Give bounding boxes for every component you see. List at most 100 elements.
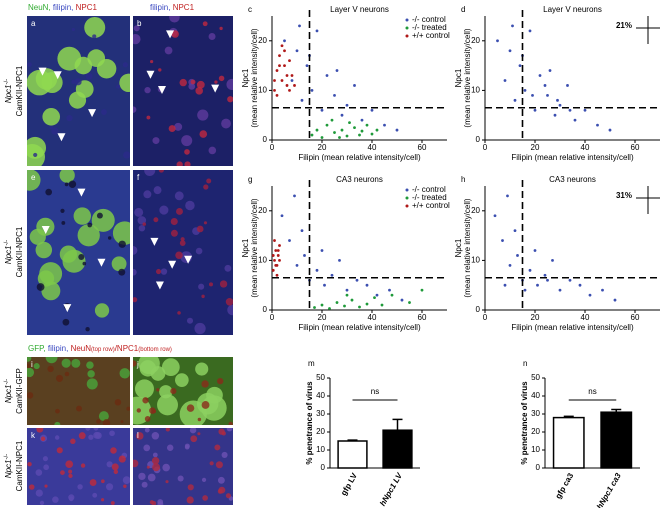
spot — [101, 109, 107, 115]
spot — [196, 80, 205, 89]
header-segment: (top row) — [91, 347, 115, 353]
spot — [171, 30, 179, 38]
scatter-point — [280, 214, 284, 218]
row-label: Npc1-/- — [4, 454, 14, 478]
scatter-point — [295, 263, 299, 267]
cell — [71, 358, 81, 368]
y-tick-label: 20 — [258, 206, 267, 215]
spot — [228, 421, 233, 425]
x-tick-label: 20 — [531, 143, 540, 152]
header-segment: filipin, — [53, 3, 73, 12]
spot — [196, 225, 204, 233]
gene: Npc1 — [4, 84, 13, 103]
cell — [52, 496, 59, 503]
genotype-sup: -/- — [4, 79, 10, 85]
scatter-point — [536, 283, 539, 287]
y-axis-label: Npc1 — [454, 68, 463, 87]
spot — [214, 444, 221, 451]
spot — [179, 240, 186, 246]
spot — [197, 432, 201, 436]
spot — [89, 479, 97, 486]
spot — [27, 62, 32, 67]
header-segment: NPC1 — [76, 3, 98, 12]
spot — [225, 297, 233, 306]
scatter-point — [568, 278, 572, 282]
spot — [195, 87, 203, 95]
y-tick-label: 20 — [471, 206, 480, 215]
legend-label: -/- treated — [412, 193, 447, 202]
spot — [144, 416, 151, 422]
cell — [27, 144, 46, 166]
micrograph: i — [27, 357, 130, 425]
scatter-point — [288, 239, 291, 242]
cell — [157, 394, 178, 416]
y-tick-label: 50 — [316, 373, 325, 382]
cell — [195, 362, 209, 376]
scatter-point — [573, 118, 577, 122]
cell — [35, 469, 43, 476]
scatter-point — [365, 123, 369, 127]
cell — [77, 224, 100, 247]
cell — [152, 452, 158, 458]
spot — [218, 428, 225, 435]
scatter-point — [273, 259, 276, 262]
scatter-point — [278, 259, 281, 262]
legend-label: +/+ control — [412, 31, 450, 40]
scatter-point — [516, 254, 519, 257]
x-tick-label: 0 — [270, 143, 275, 152]
scatter-point — [345, 288, 349, 292]
spot — [107, 236, 112, 240]
cell — [133, 25, 140, 32]
spot — [71, 79, 76, 85]
y-axis-label-sub: (mean relative intensity/cell) — [463, 28, 472, 127]
scatter-point — [523, 288, 527, 292]
cell — [198, 283, 205, 290]
scatter-point — [508, 49, 512, 53]
spot — [78, 432, 86, 440]
chart-title: CA3 neurons — [336, 175, 383, 184]
scatter-point — [513, 229, 517, 233]
spot — [62, 318, 70, 326]
y-tick-label: 10 — [258, 256, 267, 265]
spot — [146, 115, 151, 120]
micrograph: a — [27, 16, 130, 166]
micrograph: l — [133, 428, 233, 505]
scatter-point — [293, 194, 296, 198]
spot — [60, 208, 65, 214]
micrograph: b — [133, 16, 233, 166]
arrowhead — [211, 84, 220, 93]
spot — [176, 208, 183, 215]
header-segment: /NPC1 — [115, 344, 139, 353]
cell — [86, 378, 98, 390]
inset-label: 31% — [616, 191, 632, 200]
x-tick-label: 20 — [531, 313, 540, 322]
spot — [56, 447, 63, 454]
scatter-point — [320, 136, 324, 139]
cell — [122, 476, 130, 484]
cell — [134, 207, 144, 217]
genotype-sup: -/- — [4, 240, 10, 246]
cell — [161, 358, 180, 376]
arrowhead — [57, 133, 66, 142]
cell — [217, 476, 225, 484]
spot — [47, 365, 54, 373]
spot — [110, 447, 117, 454]
spot — [184, 149, 190, 155]
cell — [77, 484, 83, 490]
cell — [141, 481, 148, 488]
spot — [111, 463, 119, 471]
spot — [133, 360, 137, 367]
scatter-point — [375, 293, 379, 297]
y-tick-label: 10 — [471, 256, 480, 265]
header-segment: NPC1 — [173, 3, 195, 12]
legend-label: +/+ control — [412, 201, 450, 210]
cell — [133, 246, 138, 255]
y-tick-label: 0 — [476, 305, 481, 314]
scatter-point — [511, 24, 514, 28]
scatter-point — [278, 54, 281, 58]
scatter-point — [370, 108, 374, 112]
cell — [177, 475, 184, 482]
panel-label: n — [523, 359, 527, 368]
spot — [114, 399, 122, 406]
